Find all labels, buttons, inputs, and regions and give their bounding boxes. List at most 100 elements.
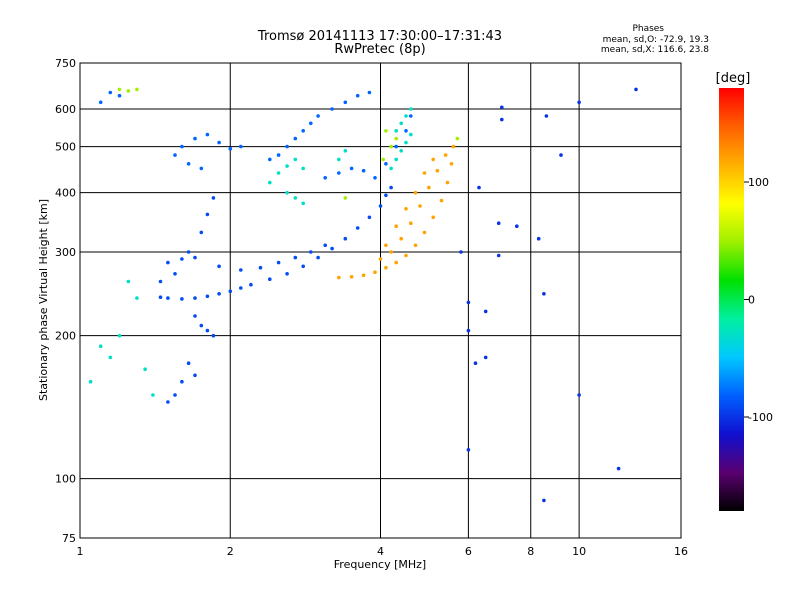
echo-point (389, 166, 393, 171)
echo-point (384, 243, 388, 248)
echo-point (389, 185, 393, 190)
echo-point (186, 361, 191, 366)
echo-point (316, 255, 320, 260)
colorbar (719, 88, 744, 511)
echo-point (459, 250, 463, 254)
echo-point (449, 162, 454, 166)
echo-point (394, 157, 399, 162)
echo-point (536, 236, 541, 241)
echo-point (98, 344, 103, 349)
y-tick-label: 200 (55, 330, 76, 343)
echo-point (126, 89, 131, 93)
echo-point (337, 171, 341, 175)
echo-point (268, 180, 272, 185)
echo-point (439, 198, 444, 203)
echo-point (217, 264, 221, 269)
x-axis-label: Frequency [MHz] (334, 558, 426, 571)
echo-point (399, 236, 404, 241)
echo-point (211, 196, 216, 200)
echo-point (180, 297, 184, 301)
echo-point (337, 275, 341, 280)
echo-point (404, 253, 408, 258)
legend-line-x: mean, sd,X: 116.6, 23.8 (601, 45, 709, 55)
echo-point (285, 144, 289, 149)
echo-point (404, 114, 408, 118)
echo-point (285, 272, 289, 276)
echo-point (577, 393, 581, 397)
echo-point (337, 157, 341, 162)
echo-point (343, 196, 348, 200)
echo-point (98, 100, 103, 105)
echo-point (483, 355, 488, 360)
echo-point (399, 121, 404, 126)
y-tick-label: 600 (55, 103, 76, 116)
echo-point (186, 250, 191, 254)
echo-point (301, 129, 306, 133)
echo-point (173, 153, 177, 157)
echo-point (193, 136, 197, 141)
echo-point (158, 295, 163, 300)
echo-point (211, 333, 216, 338)
echo-point (108, 90, 113, 95)
echo-point (431, 215, 436, 220)
echo-point (634, 87, 638, 92)
echo-point (559, 153, 563, 157)
y-tick-label: 500 (55, 141, 76, 154)
echo-point (404, 129, 408, 133)
chart-title: Tromsø 20141113 17:30:00–17:31:43 (257, 29, 502, 44)
echo-point (316, 114, 320, 118)
echo-point (205, 294, 210, 299)
echo-point (515, 224, 519, 228)
x-tick-label: 6 (465, 545, 472, 558)
echo-point (373, 270, 377, 275)
x-axis-ticks: 1 2 4 6 8 10 16 (77, 545, 689, 558)
echo-point (193, 255, 197, 260)
echo-point (268, 157, 272, 162)
echo-point (413, 190, 418, 195)
echo-point (443, 153, 448, 157)
echo-point (384, 162, 388, 166)
echo-point (217, 140, 221, 145)
x-tick-label: 1 (77, 545, 84, 558)
echo-point (384, 265, 388, 270)
echo-point (293, 255, 298, 260)
echo-point (394, 144, 399, 149)
echo-point (249, 282, 253, 287)
echo-point (394, 129, 399, 133)
echo-point (616, 466, 621, 471)
echo-point (483, 309, 488, 314)
echo-point (431, 157, 436, 162)
y-tick-label: 100 (55, 473, 76, 486)
echo-point (199, 230, 204, 235)
echo-point (330, 107, 334, 111)
echo-point (173, 393, 177, 397)
echo-point (389, 144, 393, 149)
y-tick-label: 75 (62, 532, 76, 545)
echo-point (542, 292, 546, 296)
legend-title: Phases (632, 24, 664, 34)
x-tick-label: 4 (377, 545, 384, 558)
echo-point (239, 268, 243, 272)
echo-point (413, 243, 418, 248)
echo-point (268, 277, 272, 282)
echo-point (361, 168, 366, 173)
echo-point (427, 185, 431, 190)
echo-point (205, 212, 210, 217)
echo-point (199, 323, 204, 328)
echo-point (355, 93, 360, 98)
echo-point (276, 260, 281, 265)
echo-point (349, 275, 354, 279)
echo-point (239, 144, 243, 149)
echo-point (355, 226, 360, 230)
echo-point (151, 393, 155, 397)
echo-point (451, 144, 456, 149)
echo-point (343, 149, 348, 153)
echo-point (330, 246, 334, 251)
chart-subtitle: RwPretec (8p) (334, 42, 425, 57)
echo-point (180, 379, 184, 384)
echo-point (193, 296, 197, 300)
colorbar-tick-label: -100 (748, 411, 773, 424)
echo-point (378, 257, 383, 261)
